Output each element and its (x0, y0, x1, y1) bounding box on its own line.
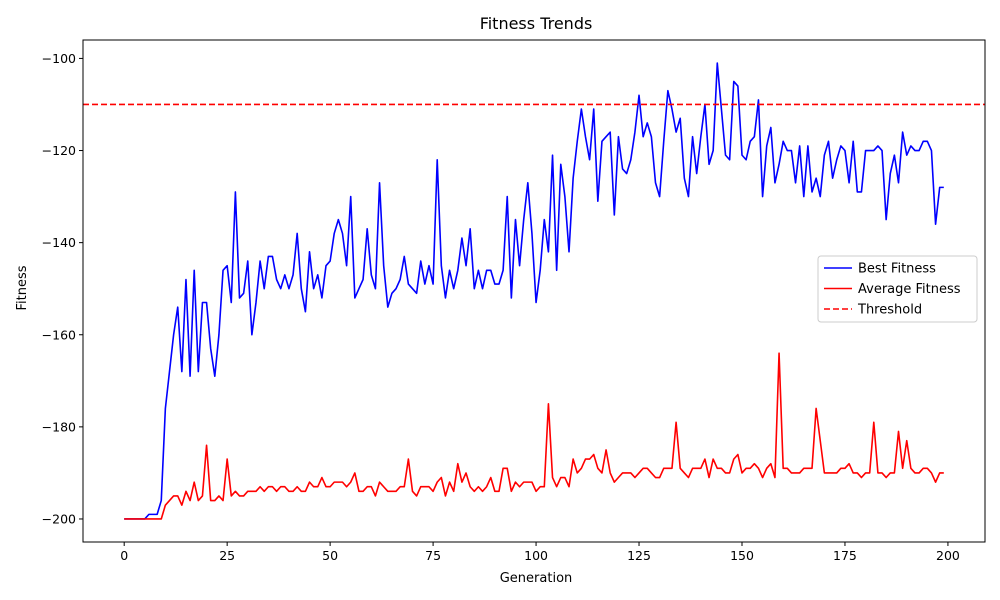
plot-frame (82, 39, 986, 543)
x-tick-label: 50 (322, 548, 338, 563)
legend-label-average-fitness: Average Fitness (858, 282, 961, 297)
x-tick-label: 25 (219, 548, 235, 563)
legend-label-threshold: Threshold (857, 303, 922, 318)
x-tick-label: 200 (936, 548, 960, 563)
y-tick-label: −140 (42, 235, 76, 250)
series-line-average-fitness (124, 352, 944, 520)
x-axis-label: Generation (500, 571, 573, 586)
y-tick-label: −120 (42, 143, 76, 158)
series-line-best-fitness (124, 62, 944, 520)
chart-title: Fitness Trends (480, 14, 593, 33)
y-tick-label: −180 (42, 419, 76, 434)
y-tick-label: −200 (42, 511, 76, 526)
y-axis-label: Fitness (15, 265, 30, 310)
x-tick-label: 150 (730, 548, 754, 563)
x-tick-label: 175 (833, 548, 857, 563)
x-tick-label: 100 (524, 548, 548, 563)
legend-label-best-fitness: Best Fitness (858, 262, 936, 277)
x-tick-label: 125 (627, 548, 651, 563)
y-tick-label: −100 (42, 51, 76, 66)
x-tick-label: 0 (120, 548, 128, 563)
y-tick-label: −160 (42, 327, 76, 342)
legend: Best Fitness Average Fitness Threshold (817, 255, 978, 323)
legend-box (817, 255, 978, 323)
x-tick-label: 75 (425, 548, 441, 563)
plot-area: 0 25 50 75 100 125 150 175 200 −200 −180 −160 −140 −1… (42, 39, 986, 563)
